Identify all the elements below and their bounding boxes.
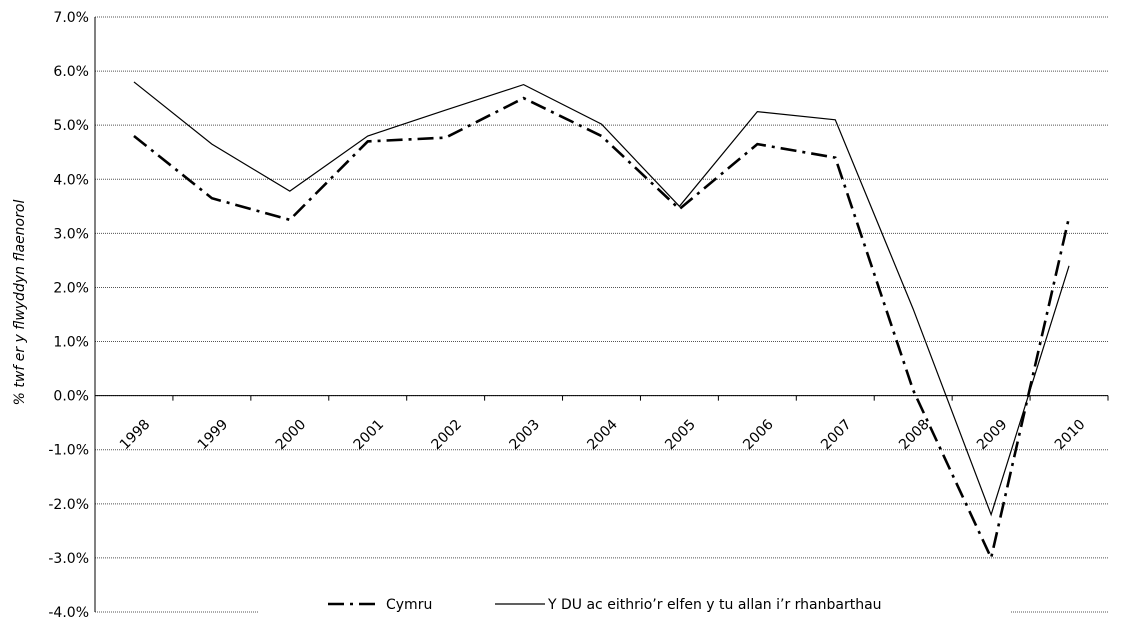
y-tick-label: 3.0% [53, 226, 89, 242]
x-tick-label: 2007 [818, 417, 855, 454]
y-tick-label: 5.0% [53, 118, 89, 134]
y-tick-label: 4.0% [53, 172, 89, 188]
y-tick-label: -3.0% [48, 551, 89, 567]
y-axis-label: % twf er y flwyddyn flaenorol [12, 200, 28, 406]
x-axis-ticks: 1998 1999 2000 2001 2002 2003 2004 2005 2006 2007… [94, 395, 1109, 454]
x-tick-label: 2010 [1052, 417, 1089, 454]
series-line-uk [133, 81, 1070, 517]
x-tick-label: 2002 [429, 417, 466, 454]
x-tick-label: 2005 [662, 417, 699, 454]
legend: Cymru Y DU ac eithrio’r elfen y tu allan … [328, 597, 882, 613]
x-tick-label: 1998 [117, 417, 154, 454]
legend-label-cymru: Cymru [386, 597, 432, 613]
y-tick-label: 1.0% [53, 335, 89, 351]
y-tick-label: -4.0% [48, 605, 89, 621]
series-line-cymru [133, 96, 1071, 562]
y-tick-label: -2.0% [48, 497, 89, 513]
x-tick-label: 2004 [584, 416, 621, 453]
x-tick-label: 2008 [896, 417, 933, 454]
y-tick-label: -1.0% [48, 443, 89, 459]
y-axis-ticks: -4.0% -3.0% -2.0% -1.0% 0.0% 1.0% 2.0% 3.0% 4.0%… [48, 10, 89, 621]
x-tick-label: 2000 [273, 417, 310, 454]
x-tick-label: 1999 [195, 417, 232, 454]
x-tick-label: 2006 [740, 416, 777, 453]
grid-lines [95, 16, 1108, 613]
legend-label-uk: Y DU ac eithrio’r elfen y tu allan i’r r… [547, 597, 882, 613]
y-tick-label: 6.0% [53, 64, 89, 80]
x-tick-label: 2009 [974, 417, 1011, 454]
y-tick-label: 0.0% [53, 389, 89, 405]
legend-background [258, 592, 1010, 620]
y-tick-label: 7.0% [53, 10, 89, 26]
series-lines [133, 81, 1071, 562]
x-tick-label: 2003 [506, 417, 543, 454]
y-tick-label: 2.0% [53, 280, 89, 296]
x-tick-label: 2001 [351, 417, 388, 454]
